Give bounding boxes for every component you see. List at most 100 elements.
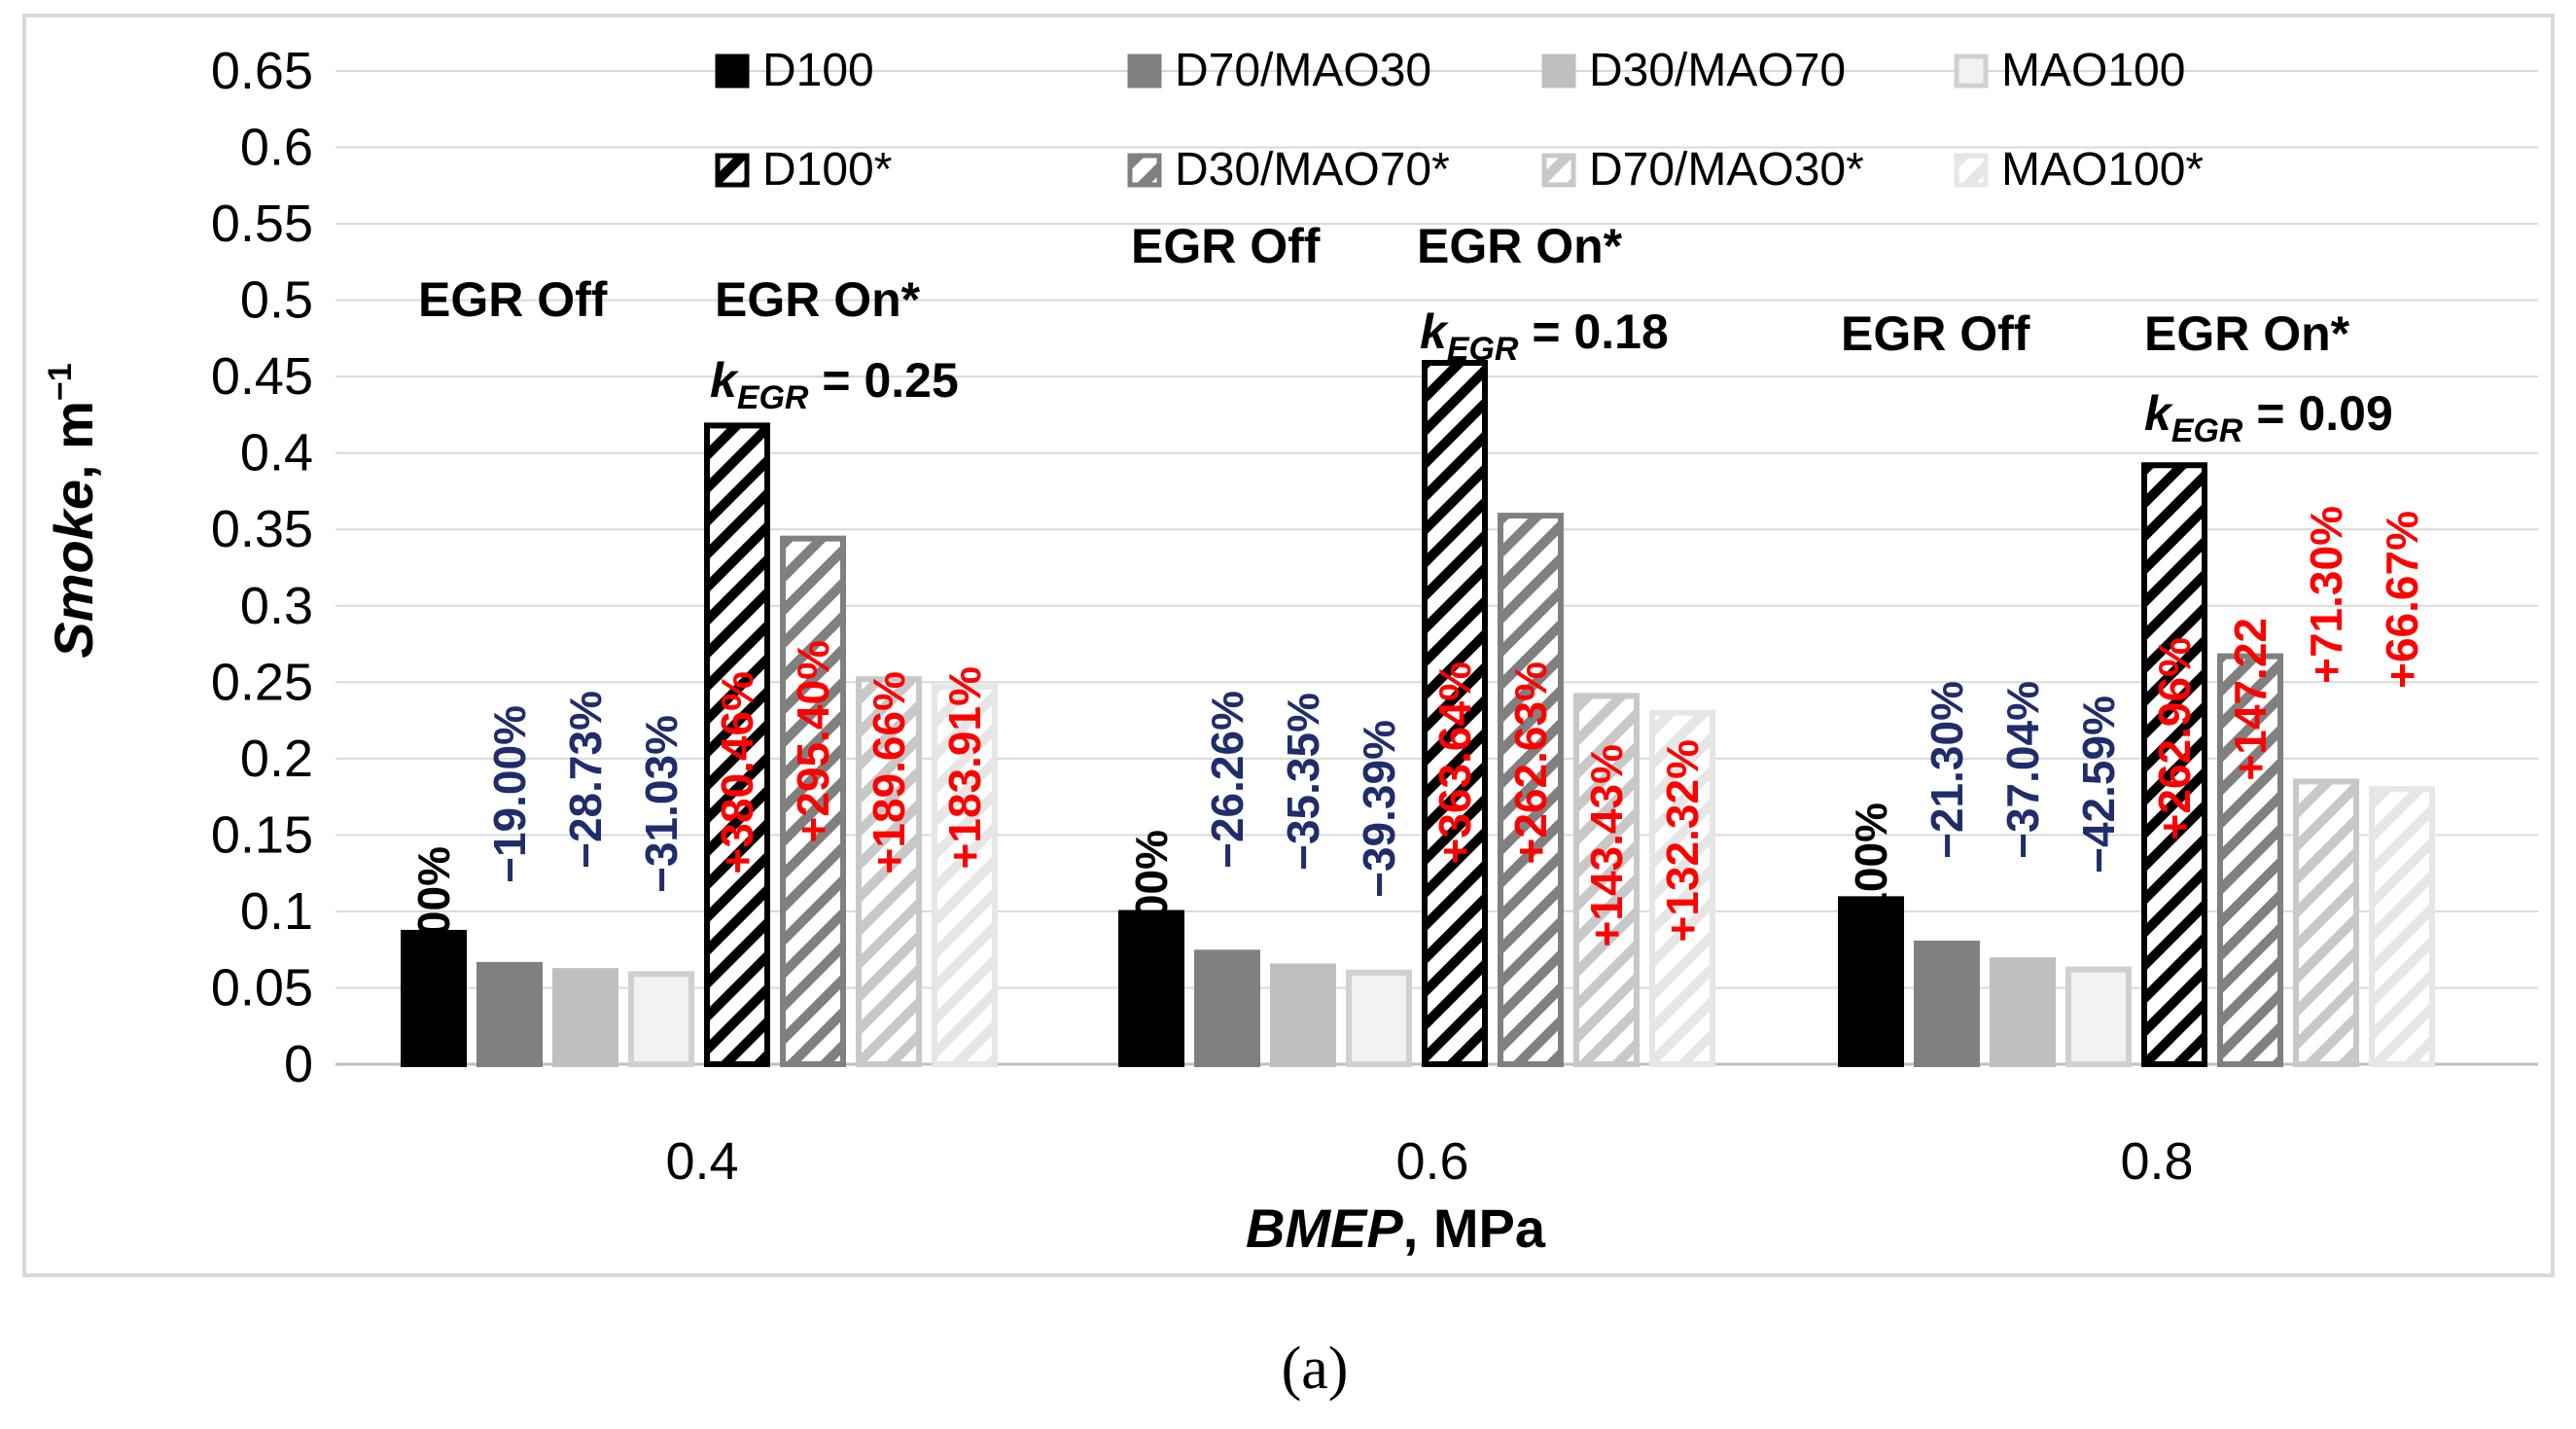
egr-off-label: EGR Off <box>418 272 608 327</box>
data-label: +262.96% <box>2149 637 2200 840</box>
legend-label: D70/MAO30* <box>1589 144 1864 196</box>
bar <box>2141 462 2207 1067</box>
data-label: −31.03% <box>636 715 687 893</box>
egr-off-label: EGR Off <box>1131 219 1321 273</box>
bars-layer <box>401 360 2435 1068</box>
kegr-label: kEGR = 0.25 <box>710 353 959 416</box>
legend-swatch <box>1541 54 1576 89</box>
data-label: +66.67% <box>2377 511 2427 689</box>
y-tick-label: 0.6 <box>240 119 313 177</box>
bar <box>1270 963 1336 1067</box>
bar <box>401 929 467 1067</box>
legend-swatch <box>1541 153 1576 188</box>
legend-label: D70/MAO30 <box>1175 45 1431 96</box>
data-label: +71.30% <box>2301 506 2351 684</box>
egr-on-label: EGR On* <box>715 272 921 327</box>
legend-swatch <box>715 54 750 89</box>
kegr-label: kEGR = 0.09 <box>2144 386 2393 449</box>
data-label: +189.66% <box>864 671 914 874</box>
bar <box>1346 969 1412 1067</box>
bar <box>1118 910 1184 1067</box>
y-tick-label: 0.5 <box>240 271 313 330</box>
y-tick-label: 0 <box>284 1035 313 1093</box>
y-tick-label: 0.15 <box>211 805 313 864</box>
legend-label: D30/MAO70 <box>1589 45 1846 96</box>
y-tick-label: 0.65 <box>211 42 313 100</box>
legend-label: D100 <box>762 45 874 96</box>
data-label: +262.63% <box>1505 661 1556 864</box>
legend-label: MAO100 <box>2001 45 2185 96</box>
data-label: 100% <box>408 846 459 961</box>
bar <box>2293 778 2359 1068</box>
legend-swatch <box>1127 153 1162 188</box>
y-tick-label: 0.05 <box>211 958 313 1017</box>
data-label: +183.91% <box>939 666 990 869</box>
legend-label: D30/MAO70* <box>1175 144 1450 196</box>
y-tick-label: 0.2 <box>240 730 313 788</box>
data-label: −42.59% <box>2073 696 2124 874</box>
data-label: −35.35% <box>1278 693 1328 871</box>
bar <box>2065 966 2132 1067</box>
bar <box>1422 360 1488 1068</box>
x-axis-title: BMEP, MPa <box>1246 1197 1546 1259</box>
y-tick-label: 0.55 <box>211 195 313 253</box>
y-axis-ticks: 0 0.05 0.1 0.15 0.2 0.25 0.3 0.35 0.4 0.45 0.5 0.55… <box>211 42 313 1093</box>
bar <box>2369 786 2435 1067</box>
data-label: −19.00% <box>484 705 535 883</box>
y-tick-label: 0.45 <box>211 347 313 406</box>
y-tick-label: 0.3 <box>240 577 313 635</box>
legend-swatch <box>1127 54 1162 89</box>
bar <box>932 684 998 1068</box>
data-label: +380.46% <box>712 671 762 874</box>
x-axis-ticks: 0.4 0.6 0.8 <box>665 1132 2193 1191</box>
figure-caption: (a) <box>1282 1336 1349 1402</box>
legend-swatch <box>1954 153 1989 188</box>
bar <box>2217 653 2283 1067</box>
bar <box>704 422 770 1067</box>
data-label: +143.43% <box>1581 744 1632 947</box>
legend-swatch <box>1954 54 1989 89</box>
bar <box>1914 940 1980 1068</box>
bar <box>1573 693 1640 1068</box>
y-tick-label: 0.25 <box>211 653 313 711</box>
bar <box>1838 896 1904 1068</box>
egr-annotations: EGR Off EGR On* kEGR = 0.25 EGR Off EGR On* k… <box>418 219 2393 449</box>
data-label: +132.32% <box>1657 739 1708 942</box>
y-tick-label: 0.1 <box>240 882 313 941</box>
legend-swatch <box>715 153 750 188</box>
x-tick-label: 0.6 <box>1395 1132 1468 1191</box>
legend-label: MAO100* <box>2001 144 2204 196</box>
legend-label: D100* <box>762 144 892 196</box>
egr-on-label: EGR On* <box>1417 219 1623 273</box>
data-label: +147.22 <box>2225 618 2276 781</box>
x-tick-label: 0.4 <box>665 1132 738 1191</box>
bar <box>476 961 543 1068</box>
bar <box>552 968 618 1068</box>
data-label: +295.40% <box>788 640 838 842</box>
bar <box>1194 949 1260 1068</box>
bar <box>1649 709 1715 1067</box>
kegr-label: kEGR = 0.18 <box>1420 304 1669 368</box>
bar <box>1498 513 1564 1067</box>
egr-off-label: EGR Off <box>1841 306 2030 361</box>
x-tick-label: 0.8 <box>2120 1132 2193 1191</box>
bar <box>1990 957 2056 1067</box>
y-tick-label: 0.4 <box>240 424 313 482</box>
bar <box>628 971 694 1067</box>
data-label: −37.04% <box>1997 681 2048 859</box>
bar-labels: 100% −19.00% −28.73% −31.03% +380.46% +295.40… <box>408 506 2427 961</box>
data-label: −26.26% <box>1202 691 1253 869</box>
data-label: 100% <box>1846 803 1896 917</box>
y-tick-label: 0.35 <box>211 500 313 558</box>
data-label: 100% <box>1126 830 1177 945</box>
legend: D100 D70/MAO30 D30/MAO70 MAO100 D100* D30/MAO… <box>715 45 2204 196</box>
bar <box>780 535 846 1067</box>
y-axis-title: Smoke, m−1 <box>42 363 104 658</box>
bar <box>856 676 922 1067</box>
egr-on-label: EGR On* <box>2144 306 2350 361</box>
data-label: +363.64% <box>1429 661 1480 864</box>
data-label: −39.39% <box>1354 720 1404 898</box>
data-label: −21.30% <box>1922 681 1972 859</box>
data-label: −28.73% <box>560 691 611 869</box>
